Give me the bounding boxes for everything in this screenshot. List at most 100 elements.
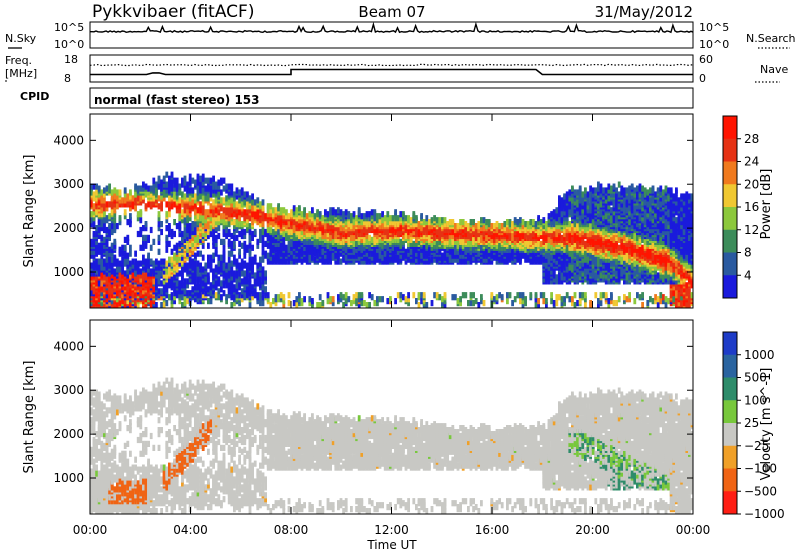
power-cell <box>168 256 171 263</box>
power-cell <box>350 246 353 253</box>
power-cell <box>326 221 330 228</box>
power-cell <box>508 292 512 299</box>
power-cell <box>160 258 163 265</box>
power-cell <box>199 266 202 273</box>
power-cell <box>329 223 332 230</box>
power-cell <box>165 260 169 267</box>
power-cell <box>92 223 96 230</box>
power-cell <box>537 240 540 247</box>
power-cell <box>129 189 132 196</box>
nave-trace <box>89 63 694 67</box>
power-cell <box>571 236 574 243</box>
power-cell <box>448 219 452 226</box>
power-cell <box>178 270 182 277</box>
power-cell <box>422 242 426 249</box>
power-cell <box>485 246 488 253</box>
power-cell <box>524 230 527 238</box>
power-cell <box>300 256 304 263</box>
power-cell <box>381 217 384 224</box>
power-cell <box>584 252 587 259</box>
power-cell <box>571 266 574 273</box>
power-cell <box>415 236 418 243</box>
power-cell <box>157 234 161 241</box>
power-cell <box>407 296 410 303</box>
power-cell <box>199 250 202 257</box>
power-cell <box>560 270 564 277</box>
power-cell <box>331 215 335 222</box>
power-cell <box>173 274 176 281</box>
power-cell <box>495 242 499 249</box>
power-cell <box>220 254 223 261</box>
power-cell <box>194 264 197 271</box>
power-cell <box>586 230 590 238</box>
power-cell <box>565 215 569 222</box>
power-cell <box>108 201 111 208</box>
power-cell <box>264 250 267 257</box>
power-cell <box>160 205 163 212</box>
power-cell <box>147 262 150 269</box>
power-cell <box>266 230 270 238</box>
power-cell <box>360 226 364 234</box>
power-cell <box>331 207 335 214</box>
power-cell <box>584 248 587 255</box>
power-cell <box>123 252 127 259</box>
power-cell <box>240 262 244 269</box>
power-cell <box>519 292 522 299</box>
power-cell <box>545 274 548 281</box>
power-cell <box>274 300 278 307</box>
power-cell <box>396 292 400 299</box>
power-cell <box>386 258 390 265</box>
power-cell <box>318 211 322 218</box>
power-cell <box>381 258 384 265</box>
power-cell <box>173 181 176 188</box>
power-cell <box>207 209 210 216</box>
power-cell <box>368 215 371 222</box>
power-cell <box>199 280 202 287</box>
power-cell <box>456 256 460 263</box>
power-cell <box>412 221 416 228</box>
power-cell <box>428 244 431 251</box>
power-cell <box>142 272 145 279</box>
power-cell <box>196 179 200 186</box>
power-cell <box>178 183 182 190</box>
power-cell <box>194 274 197 281</box>
power-cell <box>269 207 273 214</box>
power-cell <box>129 272 132 279</box>
power-cell <box>511 234 514 241</box>
power-cell <box>194 225 197 232</box>
power-cell <box>142 234 145 241</box>
power-cell <box>313 238 317 245</box>
power-cell <box>168 264 171 271</box>
power-cell <box>459 223 462 230</box>
power-cell <box>196 250 200 257</box>
power-cell <box>555 274 559 281</box>
power-cell <box>391 244 395 251</box>
power-cell <box>555 234 559 241</box>
power-cell <box>139 230 143 238</box>
power-cell <box>576 209 579 216</box>
power-cell <box>581 207 585 214</box>
power-cell <box>469 219 473 226</box>
power-cell <box>178 213 182 220</box>
power-cell <box>170 248 174 255</box>
power-cell <box>147 201 150 208</box>
power-cell <box>100 258 104 265</box>
power-cell <box>155 278 158 285</box>
power-cell <box>227 250 231 257</box>
power-cell <box>584 292 587 299</box>
power-cell <box>259 256 262 263</box>
power-cell <box>363 225 366 232</box>
power-cell <box>110 195 114 202</box>
power-cell <box>225 205 228 212</box>
power-cell <box>589 201 592 208</box>
power-cell <box>402 244 405 251</box>
power-cell <box>500 294 504 301</box>
power-cell <box>131 199 135 206</box>
power-cell <box>584 187 587 194</box>
power-cell <box>110 268 114 275</box>
power-cell <box>318 228 322 236</box>
power-cell <box>155 258 158 265</box>
power-cell <box>563 300 566 307</box>
power-cell <box>248 276 252 283</box>
